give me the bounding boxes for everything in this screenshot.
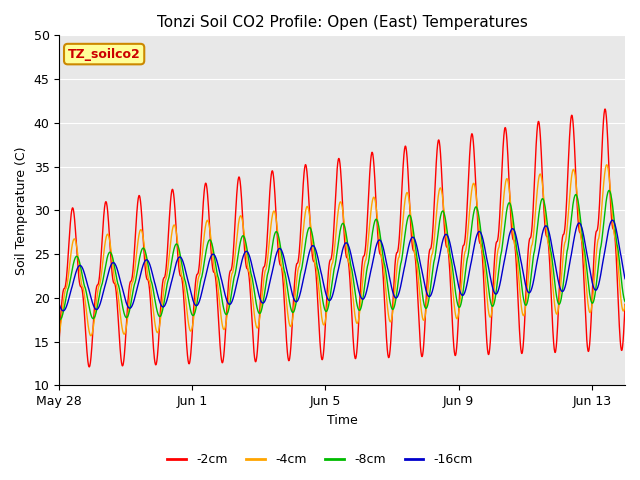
Legend: -2cm, -4cm, -8cm, -16cm: -2cm, -4cm, -8cm, -16cm (163, 448, 477, 471)
Title: Tonzi Soil CO2 Profile: Open (East) Temperatures: Tonzi Soil CO2 Profile: Open (East) Temp… (157, 15, 527, 30)
Y-axis label: Soil Temperature (C): Soil Temperature (C) (15, 146, 28, 275)
Text: TZ_soilco2: TZ_soilco2 (68, 48, 141, 60)
X-axis label: Time: Time (327, 414, 358, 427)
